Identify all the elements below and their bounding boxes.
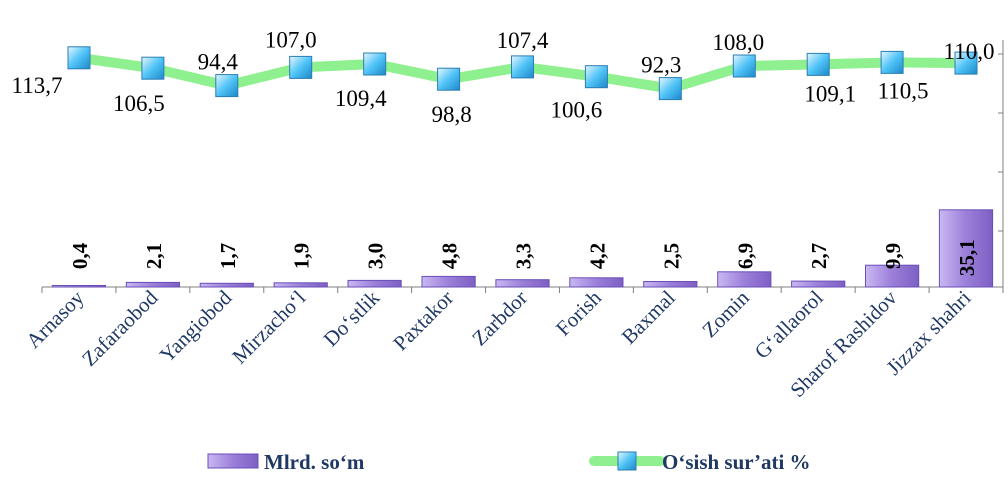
bar [938, 209, 994, 288]
line-data-label: 108,0 [712, 30, 764, 55]
line-marker [658, 77, 682, 101]
bar [273, 282, 328, 288]
bar [865, 264, 920, 288]
line-data-label: 107,4 [497, 28, 549, 53]
category-label: Forish [551, 285, 606, 340]
line-marker [141, 56, 165, 80]
bar-data-label: 1,9 [290, 243, 314, 269]
bar [717, 271, 772, 288]
line-data-label: 109,1 [804, 81, 856, 106]
legend-bar-label: Mlrd. so‘m [264, 450, 365, 474]
line-data-label: 109,4 [335, 86, 387, 111]
category-label: Yangiobod [155, 285, 237, 367]
line-marker [363, 52, 387, 76]
line-data-label: 98,8 [431, 102, 471, 127]
line-data-label: 110,5 [878, 78, 929, 103]
line-data-label: 110,0 [944, 39, 995, 64]
legend-line-marker [617, 451, 637, 471]
bar-data-label: 2,5 [659, 243, 683, 269]
line-data-label: 107,0 [265, 27, 317, 52]
line-marker [511, 55, 534, 79]
bar-data-labels: 0,4 2,1 1,7 1,9 3,0 4,8 3,3 4,2 2,5 6,9 2,7 9,9 35,1 [68, 239, 979, 276]
line-marker [289, 55, 313, 79]
category-label: Paxtakor [388, 286, 458, 356]
category-label: Mirzacho‘l [227, 285, 310, 368]
line-marker [67, 46, 91, 70]
line-data-label: 106,5 [113, 91, 165, 116]
line-data-label: 94,4 [198, 50, 239, 75]
line-marker [437, 67, 461, 91]
line-data-label: 100,6 [551, 98, 603, 123]
line-marker [215, 74, 239, 98]
category-label: Zarbdor [467, 286, 532, 351]
bar [347, 279, 402, 288]
category-label: Do‘stlik [319, 285, 385, 351]
bar [199, 282, 254, 288]
bar-data-label: 6,9 [733, 243, 757, 269]
line-data-label: 92,3 [641, 53, 681, 78]
bar [569, 277, 624, 288]
category-label: Zafaraobod [77, 285, 163, 371]
legend-item-bar: Mlrd. so‘m [207, 450, 365, 474]
bar-data-label: 3,3 [512, 243, 536, 269]
bar-data-label: 35,1 [955, 239, 979, 276]
line-marker [806, 52, 830, 76]
bar [125, 281, 181, 288]
bar-data-label: 1,7 [216, 243, 240, 269]
line-marker [880, 50, 904, 74]
bar-data-label: 4,8 [438, 243, 462, 269]
line-series [67, 46, 978, 101]
line-marker [954, 51, 978, 75]
bar-series [51, 209, 994, 288]
bar-data-label: 0,4 [68, 242, 92, 269]
bar-data-label: 2,7 [807, 243, 831, 269]
legend-bar-swatch [207, 453, 259, 469]
category-label: Baxmal [617, 285, 680, 348]
line-data-label: 113,7 [12, 73, 63, 98]
category-label: Zomin [697, 285, 754, 342]
legend-item-line: O‘sish sur’ati % [589, 450, 811, 474]
category-label: Arnasoy [21, 285, 89, 353]
bar-data-label: 2,1 [142, 243, 166, 269]
bar-data-label: 4,2 [585, 243, 609, 269]
legend: Mlrd. so‘m O‘sish sur’ati % [207, 450, 811, 474]
bar-data-label: 9,9 [881, 243, 905, 269]
bar-data-label: 3,0 [364, 243, 388, 269]
bar [495, 279, 550, 288]
bar [791, 280, 846, 288]
line-marker [584, 65, 608, 89]
category-label: G‘allaorol [750, 285, 828, 363]
line-marker [732, 54, 756, 78]
bar [421, 275, 476, 288]
line-data-labels: 113,7 106,5 94,4 107,0 109,4 98,8 107,4 100,6 92… [12, 27, 995, 127]
bar [643, 281, 698, 288]
legend-line-label: O‘sish sur’ati % [662, 450, 811, 474]
bar [51, 285, 106, 288]
